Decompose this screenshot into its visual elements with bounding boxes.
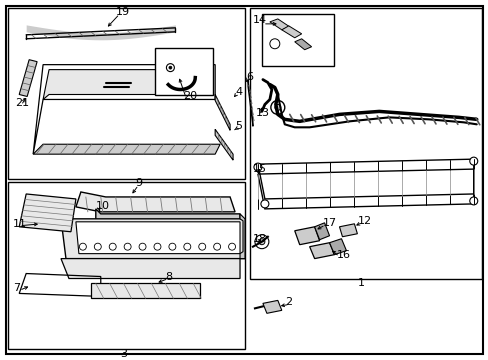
Text: 18: 18: [252, 234, 266, 244]
Circle shape: [166, 64, 174, 72]
Polygon shape: [294, 39, 311, 50]
Circle shape: [168, 66, 172, 69]
Text: 13: 13: [255, 108, 269, 118]
Polygon shape: [247, 80, 252, 126]
Circle shape: [253, 163, 262, 171]
Text: 16: 16: [336, 249, 350, 260]
Text: 4: 4: [235, 86, 242, 96]
Circle shape: [94, 243, 101, 250]
Polygon shape: [33, 144, 220, 154]
Circle shape: [183, 243, 190, 250]
Polygon shape: [19, 60, 37, 96]
Text: 2: 2: [284, 297, 291, 307]
Text: 10: 10: [96, 201, 110, 211]
Circle shape: [198, 243, 205, 250]
Polygon shape: [314, 223, 329, 240]
Circle shape: [213, 243, 220, 250]
Polygon shape: [215, 94, 230, 130]
Polygon shape: [91, 283, 200, 298]
Bar: [262, 14, 333, 66]
Bar: [8, 8, 244, 179]
Text: 17: 17: [322, 218, 336, 228]
Circle shape: [270, 100, 284, 114]
Circle shape: [109, 243, 116, 250]
Text: 20: 20: [183, 91, 197, 102]
Text: 11: 11: [13, 219, 27, 229]
Bar: [8, 182, 244, 349]
Text: 14: 14: [252, 15, 266, 25]
Text: 19: 19: [116, 7, 129, 17]
Polygon shape: [339, 224, 357, 237]
Polygon shape: [43, 69, 210, 99]
Text: 3: 3: [121, 349, 127, 359]
Polygon shape: [61, 219, 244, 258]
Polygon shape: [19, 194, 76, 232]
Polygon shape: [76, 222, 240, 254]
Text: 5: 5: [235, 121, 242, 131]
Text: 7: 7: [13, 283, 20, 293]
Circle shape: [261, 200, 268, 208]
Circle shape: [124, 243, 131, 250]
Polygon shape: [215, 129, 233, 160]
Circle shape: [79, 243, 86, 250]
Polygon shape: [281, 26, 301, 38]
Circle shape: [168, 243, 176, 250]
Polygon shape: [263, 300, 281, 313]
Circle shape: [269, 39, 279, 49]
Polygon shape: [269, 19, 289, 30]
Polygon shape: [61, 258, 240, 279]
Text: 21: 21: [15, 98, 29, 108]
Text: 15: 15: [252, 164, 266, 174]
Text: 8: 8: [165, 271, 172, 282]
Polygon shape: [309, 243, 334, 258]
Text: 6: 6: [245, 72, 252, 82]
Text: 12: 12: [357, 216, 371, 226]
Circle shape: [254, 235, 268, 249]
Text: 9: 9: [135, 178, 142, 188]
Bar: [249, 8, 481, 279]
Polygon shape: [294, 227, 319, 245]
Circle shape: [228, 243, 235, 250]
Circle shape: [139, 243, 146, 250]
Circle shape: [274, 104, 280, 111]
Polygon shape: [76, 192, 235, 212]
Bar: [155, 48, 213, 95]
Polygon shape: [96, 209, 240, 224]
Polygon shape: [329, 239, 346, 255]
Circle shape: [258, 239, 264, 245]
Circle shape: [469, 157, 477, 165]
Text: 1: 1: [357, 279, 364, 288]
Circle shape: [469, 197, 477, 205]
Circle shape: [154, 243, 161, 250]
Polygon shape: [240, 214, 244, 258]
